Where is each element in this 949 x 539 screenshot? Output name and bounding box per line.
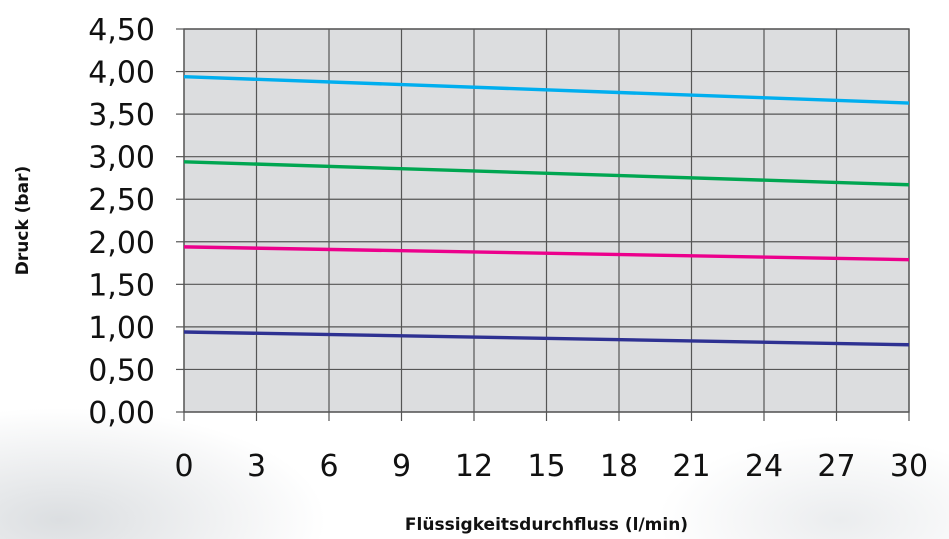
x-tick-label: 18 (600, 449, 638, 484)
y-tick-label: 1,00 (88, 311, 155, 346)
plot-area (176, 28, 910, 421)
x-tick-label: 12 (455, 449, 493, 484)
x-tick-label: 9 (392, 449, 411, 484)
y-tick-label: 4,00 (88, 56, 155, 91)
series-line (183, 74, 910, 105)
x-tick-label: 3 (247, 449, 266, 484)
x-axis-title: Flüssigkeitsdurchfluss (l/min) (405, 515, 688, 535)
y-axis-title: Druck (bar) (13, 166, 33, 275)
x-tick-label: 27 (817, 449, 855, 484)
series-line (183, 330, 910, 347)
y-tick-label: 2,00 (88, 226, 155, 261)
plot-border (183, 28, 910, 413)
series-line (183, 160, 910, 187)
y-tick-label: 4,50 (88, 13, 155, 48)
x-tick-label: 30 (890, 449, 928, 484)
series-line (183, 245, 910, 262)
y-tick-label: 3,50 (88, 98, 155, 133)
y-tick-label: 2,50 (88, 183, 155, 218)
y-tick-label: 0,50 (88, 353, 155, 388)
y-tick-labels: 0,00 0,50 1,00 1,50 2,00 2,50 3,00 3,50 4,00 4,50 (88, 13, 155, 431)
x-tick-label: 24 (745, 449, 783, 484)
x-tick-label: 0 (174, 449, 193, 484)
y-tick-label: 1,50 (88, 268, 155, 303)
x-tick-label: 15 (527, 449, 565, 484)
series-lines (183, 74, 910, 347)
axes (176, 28, 910, 421)
grid (183, 28, 910, 413)
y-tick-label: 0,00 (88, 396, 155, 431)
x-tick-labels: 0 3 6 9 12 15 18 21 24 27 30 (174, 449, 928, 484)
x-tick-label: 6 (319, 449, 338, 484)
x-tick-label: 21 (672, 449, 710, 484)
y-tick-label: 3,00 (88, 141, 155, 176)
